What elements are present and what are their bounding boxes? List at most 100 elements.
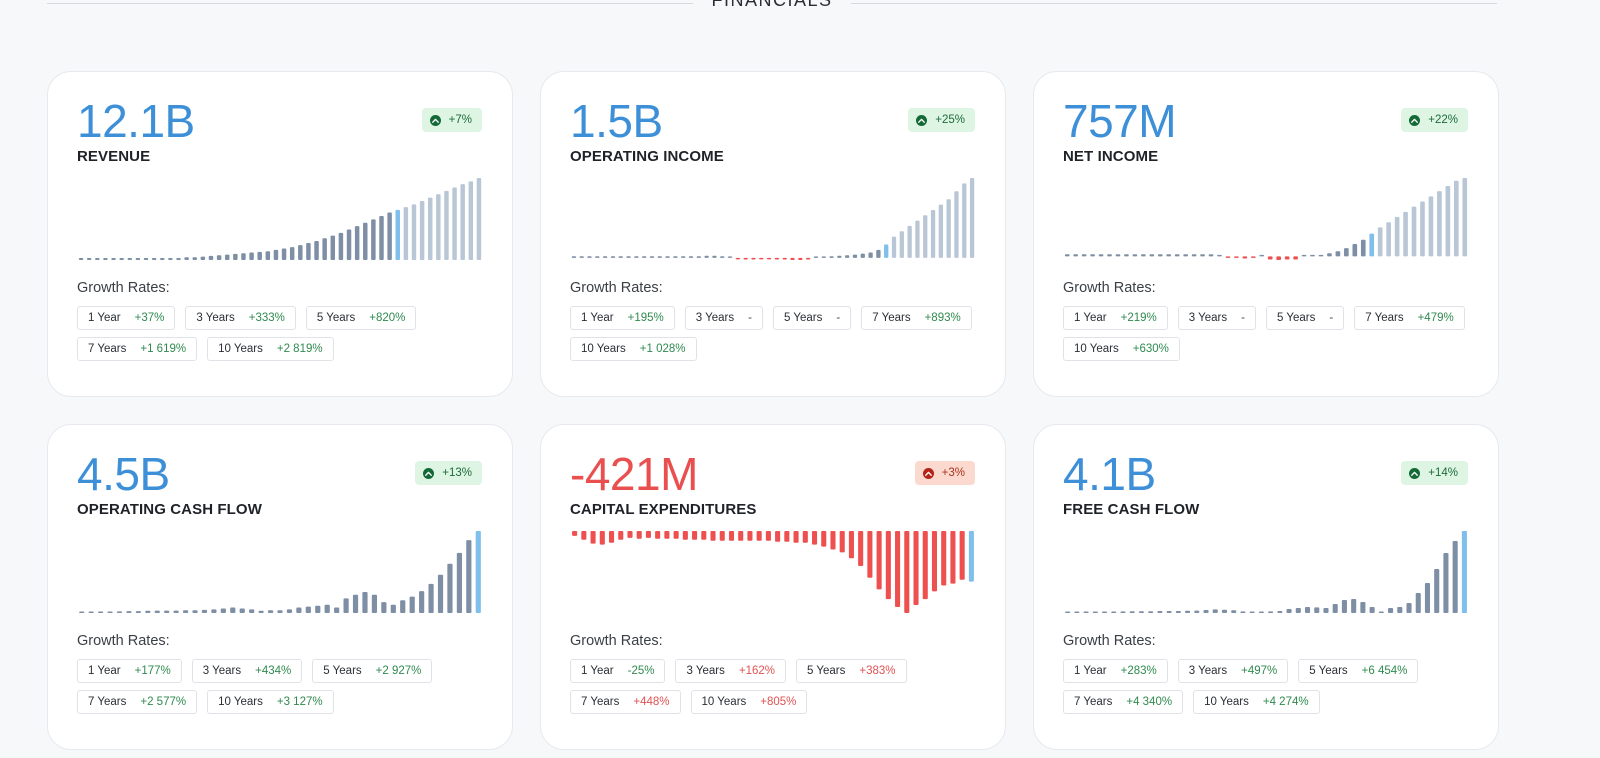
chart-bar <box>145 610 151 613</box>
card-net-income[interactable]: 757M NET INCOME +22% Growth Rates: 1 Year +21… <box>1033 71 1499 397</box>
chart-bar <box>765 531 771 541</box>
growth-rate-pill[interactable]: 3 Years +497% <box>1177 659 1289 683</box>
mini-bar-chart <box>77 527 483 617</box>
chart-bar <box>306 243 311 260</box>
growth-rate-pill[interactable]: 7 Years +4 340% <box>1063 690 1184 714</box>
chart-bar <box>127 257 133 260</box>
chevron-up-icon <box>916 114 928 126</box>
chart-bar <box>241 253 246 260</box>
growth-rate-pill[interactable]: 5 Years - <box>1265 306 1345 330</box>
chart-bar <box>1462 178 1468 257</box>
growth-rate-pill[interactable]: 1 Year +195% <box>570 306 675 330</box>
growth-rate-pill[interactable]: 3 Years +162% <box>675 659 786 683</box>
growth-rate-pill[interactable]: 1 Year -25% <box>570 659 666 683</box>
growth-rate-pill[interactable]: 5 Years +6 454% <box>1298 659 1419 683</box>
mini-bar-chart <box>1063 527 1469 617</box>
chart-bar <box>681 256 686 258</box>
growth-value: +448% <box>633 696 670 708</box>
growth-rate-pill[interactable]: 10 Years +2 819% <box>207 337 334 361</box>
card-free-cash-flow[interactable]: 4.1B FREE CASH FLOW +14% Growth Rates: 1 Yea… <box>1033 424 1499 750</box>
chart-bar <box>216 255 222 260</box>
chart-bar <box>1083 611 1089 613</box>
chart-bar <box>728 531 735 541</box>
growth-rate-pill[interactable]: 7 Years +448% <box>570 690 681 714</box>
growth-rate-pill[interactable]: 10 Years +1 028% <box>570 337 697 361</box>
chart-bar <box>858 531 864 567</box>
chart-bar <box>192 610 198 613</box>
growth-rate-pill[interactable]: 1 Year +219% <box>1063 306 1168 330</box>
chart-bar <box>581 531 587 540</box>
change-badge-text: +14% <box>1428 467 1458 479</box>
chart-bar <box>1175 611 1181 613</box>
growth-period: 5 Years <box>807 665 846 677</box>
chart-bar <box>885 531 891 600</box>
chart-bar <box>962 183 967 258</box>
growth-rate-pill[interactable]: 5 Years +383% <box>796 659 907 683</box>
chart-bar <box>1452 541 1458 613</box>
chart-bar <box>98 611 104 613</box>
growth-period: 3 Years <box>202 665 242 677</box>
chart-bar <box>444 190 449 260</box>
card-revenue[interactable]: 12.1B REVENUE +7% Growth Rates: 1 Year +37% 3 … <box>47 71 513 397</box>
chart-bar <box>1174 254 1180 257</box>
growth-value: +630% <box>1132 343 1169 355</box>
chart-bar <box>476 178 482 260</box>
card-capital-expenditures[interactable]: -421M CAPITAL EXPENDITURES +3% Growth Rates… <box>540 424 1006 750</box>
chart-bar <box>1351 599 1357 613</box>
growth-period: 7 Years <box>1365 312 1404 324</box>
chart-bar <box>419 201 425 260</box>
growth-rate-pill[interactable]: 3 Years - <box>684 306 763 330</box>
growth-rate-pill[interactable]: 10 Years +630% <box>1063 337 1180 361</box>
chart-bar <box>1369 233 1375 257</box>
chart-bar <box>682 531 688 540</box>
growth-rate-pill[interactable]: 3 Years - <box>1177 306 1256 330</box>
metric-value: 1.5B <box>570 95 663 147</box>
growth-period: 3 Years <box>686 665 725 677</box>
growth-rate-pill[interactable]: 1 Year +177% <box>77 659 182 683</box>
chart-bar <box>1208 254 1214 257</box>
growth-value: +333% <box>248 312 285 324</box>
growth-value: +820% <box>369 312 406 324</box>
chart-bar <box>1424 583 1431 613</box>
chart-bar <box>1276 256 1282 260</box>
metric-label: CAPITAL EXPENDITURES <box>570 501 757 518</box>
growth-rate-pill[interactable]: 3 Years +434% <box>191 659 303 683</box>
chart-bar <box>821 256 826 258</box>
chart-bar <box>466 540 472 613</box>
growth-rate-pill[interactable]: 10 Years +4 274% <box>1193 690 1320 714</box>
growth-rate-pill[interactable]: 3 Years +333% <box>185 306 296 330</box>
chart-bar <box>1249 611 1255 613</box>
chevron-up-icon <box>1409 467 1421 479</box>
card-operating-cash-flow[interactable]: 4.5B OPERATING CASH FLOW +13% Growth Rates:… <box>47 424 513 750</box>
chart-bar <box>821 531 827 547</box>
chart-bar <box>782 257 787 260</box>
growth-rate-pill[interactable]: 1 Year +37% <box>77 306 176 330</box>
growth-rate-pill[interactable]: 7 Years +1 619% <box>77 337 198 361</box>
chart-bar <box>1073 254 1079 257</box>
growth-rate-pill[interactable]: 7 Years +479% <box>1354 306 1465 330</box>
growth-period: 7 Years <box>88 343 127 355</box>
chart-bar <box>802 531 808 543</box>
growth-rate-pill[interactable]: 5 Years +2 927% <box>312 659 433 683</box>
chart-bar <box>1259 254 1265 257</box>
growth-rate-pill[interactable]: 7 Years +2 577% <box>77 690 198 714</box>
growth-period: 5 Years <box>323 665 362 677</box>
card-operating-income[interactable]: 1.5B OPERATING INCOME +25% Growth Rates: 1 Y… <box>540 71 1006 397</box>
growth-period: 10 Years <box>218 343 263 355</box>
chart-bar <box>664 531 670 539</box>
growth-rate-pill[interactable]: 1 Year +283% <box>1063 659 1168 683</box>
growth-rate-pill[interactable]: 5 Years - <box>772 306 852 330</box>
chart-bar <box>1310 254 1315 257</box>
chart-bar <box>200 256 206 260</box>
chart-bar <box>1335 251 1341 257</box>
growth-period: 7 Years <box>88 696 127 708</box>
chart-bar <box>230 607 236 613</box>
growth-rate-pill[interactable]: 10 Years +3 127% <box>207 690 334 714</box>
chart-bar <box>258 610 264 613</box>
growth-value: +893% <box>924 312 961 324</box>
growth-rate-pill[interactable]: 10 Years +805% <box>690 690 808 714</box>
change-badge-text: +25% <box>935 114 965 126</box>
growth-rate-pill[interactable]: 5 Years +820% <box>305 306 417 330</box>
growth-rate-pill[interactable]: 7 Years +893% <box>861 306 972 330</box>
growth-period: 1 Year <box>1074 665 1107 677</box>
